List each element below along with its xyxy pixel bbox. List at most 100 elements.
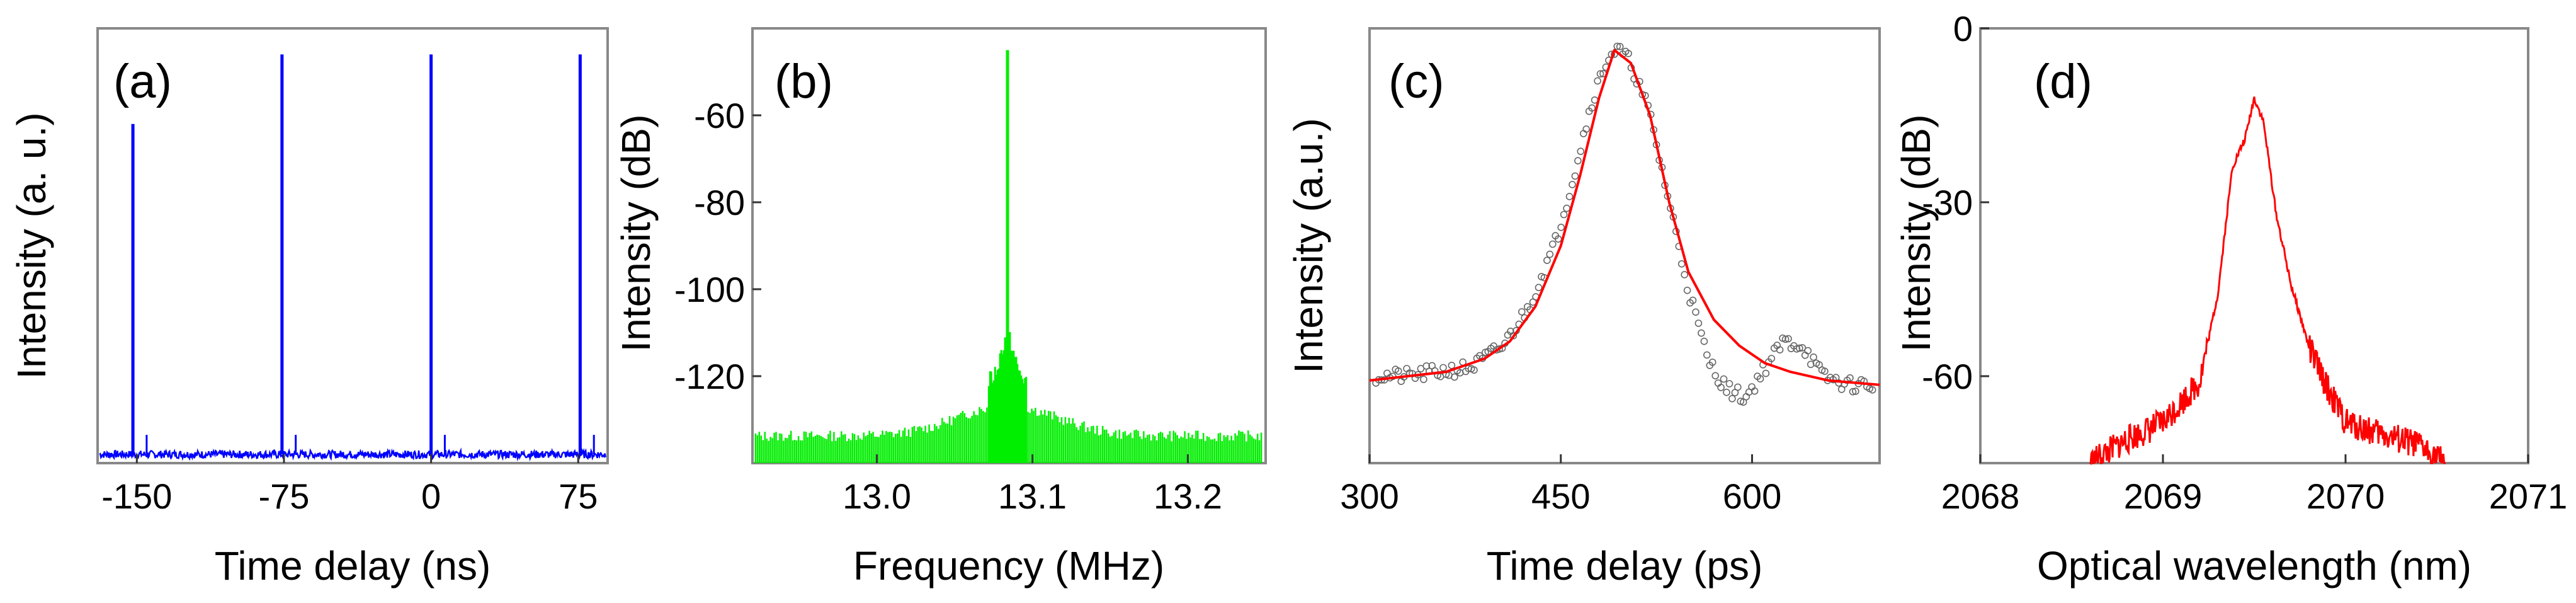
data-point bbox=[1546, 250, 1554, 258]
panel-d-label: (d) bbox=[2034, 55, 2092, 108]
d-xtick-label: 2068 bbox=[1941, 476, 2020, 516]
data-point bbox=[1776, 346, 1784, 354]
data-point bbox=[1625, 50, 1632, 57]
data-point bbox=[1557, 223, 1565, 231]
b-ytick-label: -120 bbox=[674, 357, 745, 396]
data-point bbox=[1495, 345, 1503, 353]
data-point bbox=[1849, 388, 1857, 396]
data-point bbox=[1852, 388, 1859, 395]
b-xtick-label: 13.1 bbox=[998, 476, 1067, 516]
data-point bbox=[1439, 364, 1447, 372]
data-point bbox=[1703, 351, 1711, 359]
data-point bbox=[1756, 375, 1764, 383]
data-point bbox=[1821, 367, 1829, 376]
panel-c-ylabel: Intensity (a.u.) bbox=[1286, 118, 1331, 374]
panel-a: -150 -75 0 75 (a) Time delay (ns) Intensity… bbox=[9, 27, 609, 589]
d-ytick-label: -30 bbox=[1922, 183, 1973, 222]
panel-a-label: (a) bbox=[113, 55, 172, 108]
fit-curve bbox=[1369, 49, 1880, 386]
data-point bbox=[1868, 386, 1876, 394]
data-point bbox=[1694, 319, 1703, 327]
data-point bbox=[1798, 344, 1807, 352]
data-point bbox=[1728, 394, 1736, 403]
data-point bbox=[1708, 359, 1716, 366]
data-point bbox=[1677, 260, 1686, 268]
b-xtick-label: 13.0 bbox=[843, 476, 911, 516]
data-point bbox=[1549, 240, 1557, 248]
data-point bbox=[1698, 329, 1705, 337]
data-point bbox=[1616, 43, 1624, 50]
panel-b: 13.0 13.1 13.2 -120 -100 -80 -60 (b) Frequency… bbox=[613, 27, 1267, 589]
data-point bbox=[1535, 284, 1543, 292]
data-point bbox=[1720, 375, 1728, 383]
c-xtick-label: 600 bbox=[1723, 476, 1781, 516]
data-point bbox=[1762, 369, 1770, 377]
c-xtick-label: 300 bbox=[1340, 476, 1399, 516]
panel-b-label: (b) bbox=[775, 55, 833, 108]
data-point bbox=[1711, 372, 1719, 380]
data-point bbox=[1683, 286, 1691, 294]
pulse-train-baseline bbox=[99, 447, 606, 462]
data-point bbox=[1470, 366, 1478, 374]
data-point bbox=[1563, 204, 1570, 212]
panel-a-ylabel: Intensity (a. u.) bbox=[9, 112, 54, 379]
data-point bbox=[1717, 384, 1725, 391]
panel-d-ylabel: Intensity (dB) bbox=[1893, 114, 1939, 352]
panel-d-xlabel: Optical wavelength (nm) bbox=[2037, 543, 2471, 589]
d-xtick-label: 2070 bbox=[2306, 476, 2385, 516]
data-point bbox=[1577, 147, 1585, 155]
panel-c-xlabel: Time delay (ps) bbox=[1487, 543, 1763, 589]
data-point bbox=[1784, 335, 1792, 343]
a-xtick-label: 0 bbox=[421, 476, 441, 516]
b-ytick-label: -100 bbox=[674, 270, 745, 309]
data-point bbox=[1574, 157, 1582, 164]
panel-a-xlabel: Time delay (ns) bbox=[215, 543, 491, 589]
data-point bbox=[1723, 388, 1730, 396]
data-point bbox=[1569, 181, 1576, 188]
data-point bbox=[1582, 125, 1590, 133]
data-point bbox=[1750, 387, 1759, 395]
data-point bbox=[1588, 104, 1596, 112]
data-point bbox=[1767, 355, 1776, 362]
data-point bbox=[1725, 380, 1733, 388]
data-point bbox=[1810, 353, 1817, 361]
data-point bbox=[1781, 335, 1790, 343]
data-point bbox=[1395, 367, 1402, 375]
data-point bbox=[1689, 296, 1697, 304]
d-xtick-label: 2071 bbox=[2489, 476, 2568, 516]
data-point bbox=[1681, 271, 1688, 279]
data-point bbox=[1700, 337, 1708, 345]
b-xtick-label: 13.2 bbox=[1154, 476, 1222, 516]
c-xtick-label: 450 bbox=[1531, 476, 1590, 516]
data-point bbox=[1692, 308, 1699, 316]
data-point bbox=[1734, 383, 1742, 391]
panel-b-xlabel: Frequency (MHz) bbox=[853, 543, 1164, 589]
data-point bbox=[1560, 210, 1568, 219]
a-xtick-label: -75 bbox=[258, 476, 309, 516]
optical-spectrum-line bbox=[2089, 96, 2446, 466]
rf-spectrum-noise bbox=[754, 403, 1262, 463]
data-point bbox=[1613, 42, 1621, 50]
b-ytick-label: -80 bbox=[694, 183, 745, 222]
b-ytick-label: -60 bbox=[694, 96, 745, 135]
data-point bbox=[1420, 376, 1427, 383]
panel-c-label: (c) bbox=[1388, 55, 1444, 108]
d-ytick-label: 0 bbox=[1953, 9, 1973, 49]
data-point bbox=[1742, 393, 1750, 401]
panel-a-frame bbox=[96, 27, 609, 464]
panel-c: 300 450 600 (c) Time delay (ps) Intensity … bbox=[1286, 27, 1881, 589]
data-point bbox=[1796, 344, 1803, 352]
panel-d: 2068 2069 2070 2071 -60 -30 0 (d) Optical wave… bbox=[1893, 9, 2567, 589]
data-point bbox=[1448, 362, 1456, 369]
d-xtick-label: 2069 bbox=[2124, 476, 2203, 516]
data-point bbox=[1451, 373, 1458, 381]
a-xtick-label: -150 bbox=[101, 476, 172, 516]
data-point bbox=[1804, 347, 1812, 355]
data-point bbox=[1543, 256, 1551, 265]
panel-b-ylabel: Intensity (dB) bbox=[613, 114, 659, 352]
data-point bbox=[1596, 70, 1604, 78]
rf-spectrum-skirt bbox=[987, 332, 1028, 463]
data-point bbox=[1571, 172, 1579, 180]
data-point bbox=[1801, 351, 1809, 359]
